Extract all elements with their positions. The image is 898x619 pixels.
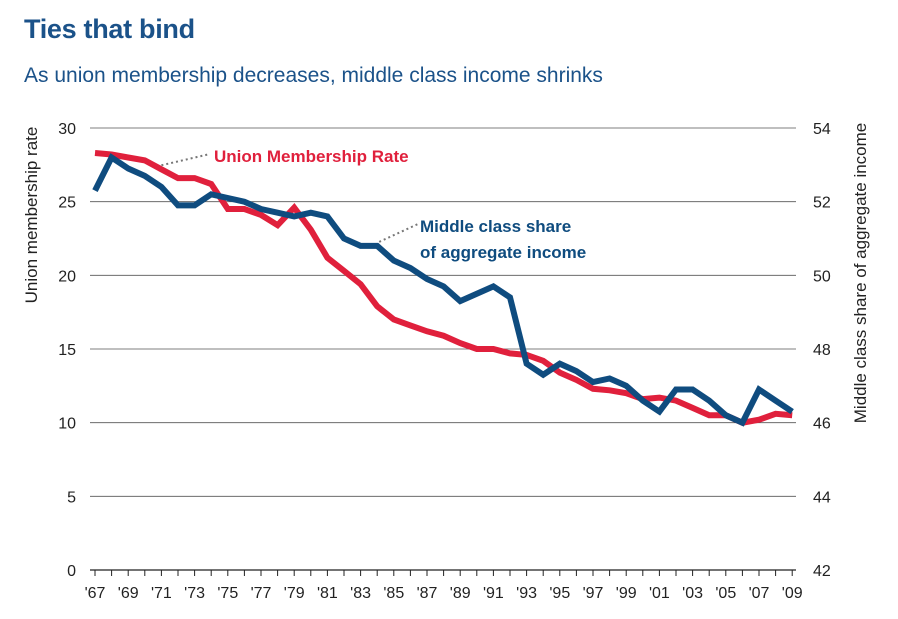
y2-tick-label: 42 xyxy=(813,563,831,580)
axes xyxy=(90,569,796,576)
x-tick-label: '05 xyxy=(715,585,736,602)
middle-class-share-line xyxy=(92,153,794,427)
x-tick-label: '79 xyxy=(284,585,305,602)
y2-tick-label: 54 xyxy=(813,121,831,138)
x-tick-label: '87 xyxy=(417,585,438,602)
y2-tick-label: 44 xyxy=(813,489,831,506)
y-tick-label: 5 xyxy=(67,489,76,506)
x-tick-label: '83 xyxy=(350,585,371,602)
x-tick-label: '97 xyxy=(583,585,604,602)
x-tick-label: '07 xyxy=(749,585,770,602)
y-tick-label: 10 xyxy=(58,416,76,433)
x-tick-label: '75 xyxy=(217,585,238,602)
chart-subtitle: As union membership decreases, middle cl… xyxy=(24,64,603,87)
x-tick-label: '09 xyxy=(782,585,803,602)
tick-labels: 0 5 10 15 20 25 30 42 44 46 48 50 52 54 '67 '69 '71 '73 '7… xyxy=(58,121,831,602)
middle-class-pointer-line xyxy=(378,223,419,243)
x-tick-label: '99 xyxy=(616,585,637,602)
annotations: Union Membership Rate Middle class share o… xyxy=(161,147,586,262)
y-tick-label: 25 xyxy=(58,195,76,212)
x-tick-label: '03 xyxy=(682,585,703,602)
x-tick-label: '67 xyxy=(85,585,106,602)
middle-class-series-label-line1: Middle class share xyxy=(420,217,571,236)
x-tick-label: '77 xyxy=(251,585,272,602)
x-tick-label: '73 xyxy=(184,585,205,602)
y-tick-label: 30 xyxy=(58,121,76,138)
y-tick-label: 15 xyxy=(58,342,76,359)
y-tick-label: 0 xyxy=(67,563,76,580)
x-tick-label: '89 xyxy=(450,585,471,602)
y-tick-label: 20 xyxy=(58,268,76,285)
y2-tick-label: 52 xyxy=(813,195,831,212)
union-membership-line xyxy=(94,150,793,426)
y2-axis-label: Middle class share of aggregate income xyxy=(851,123,870,424)
x-tick-label: '85 xyxy=(383,585,404,602)
x-tick-label: '93 xyxy=(516,585,537,602)
x-tick-label: '95 xyxy=(549,585,570,602)
gridlines xyxy=(90,127,796,497)
x-tick-label: '81 xyxy=(317,585,338,602)
y-axis-label: Union membership rate xyxy=(22,127,41,304)
series-lines xyxy=(92,150,794,427)
x-tick-label: '01 xyxy=(649,585,670,602)
y2-tick-label: 46 xyxy=(813,416,831,433)
union-series-label: Union Membership Rate xyxy=(214,147,409,166)
x-tick-label: '69 xyxy=(118,585,139,602)
x-tick-label: '91 xyxy=(483,585,504,602)
chart-title: Ties that bind xyxy=(24,14,195,44)
y2-tick-label: 48 xyxy=(813,342,831,359)
y2-tick-label: 50 xyxy=(813,268,831,285)
middle-class-series-label-line2: of aggregate income xyxy=(420,243,586,262)
union-pointer-line xyxy=(161,153,211,167)
x-tick-label: '71 xyxy=(151,585,172,602)
